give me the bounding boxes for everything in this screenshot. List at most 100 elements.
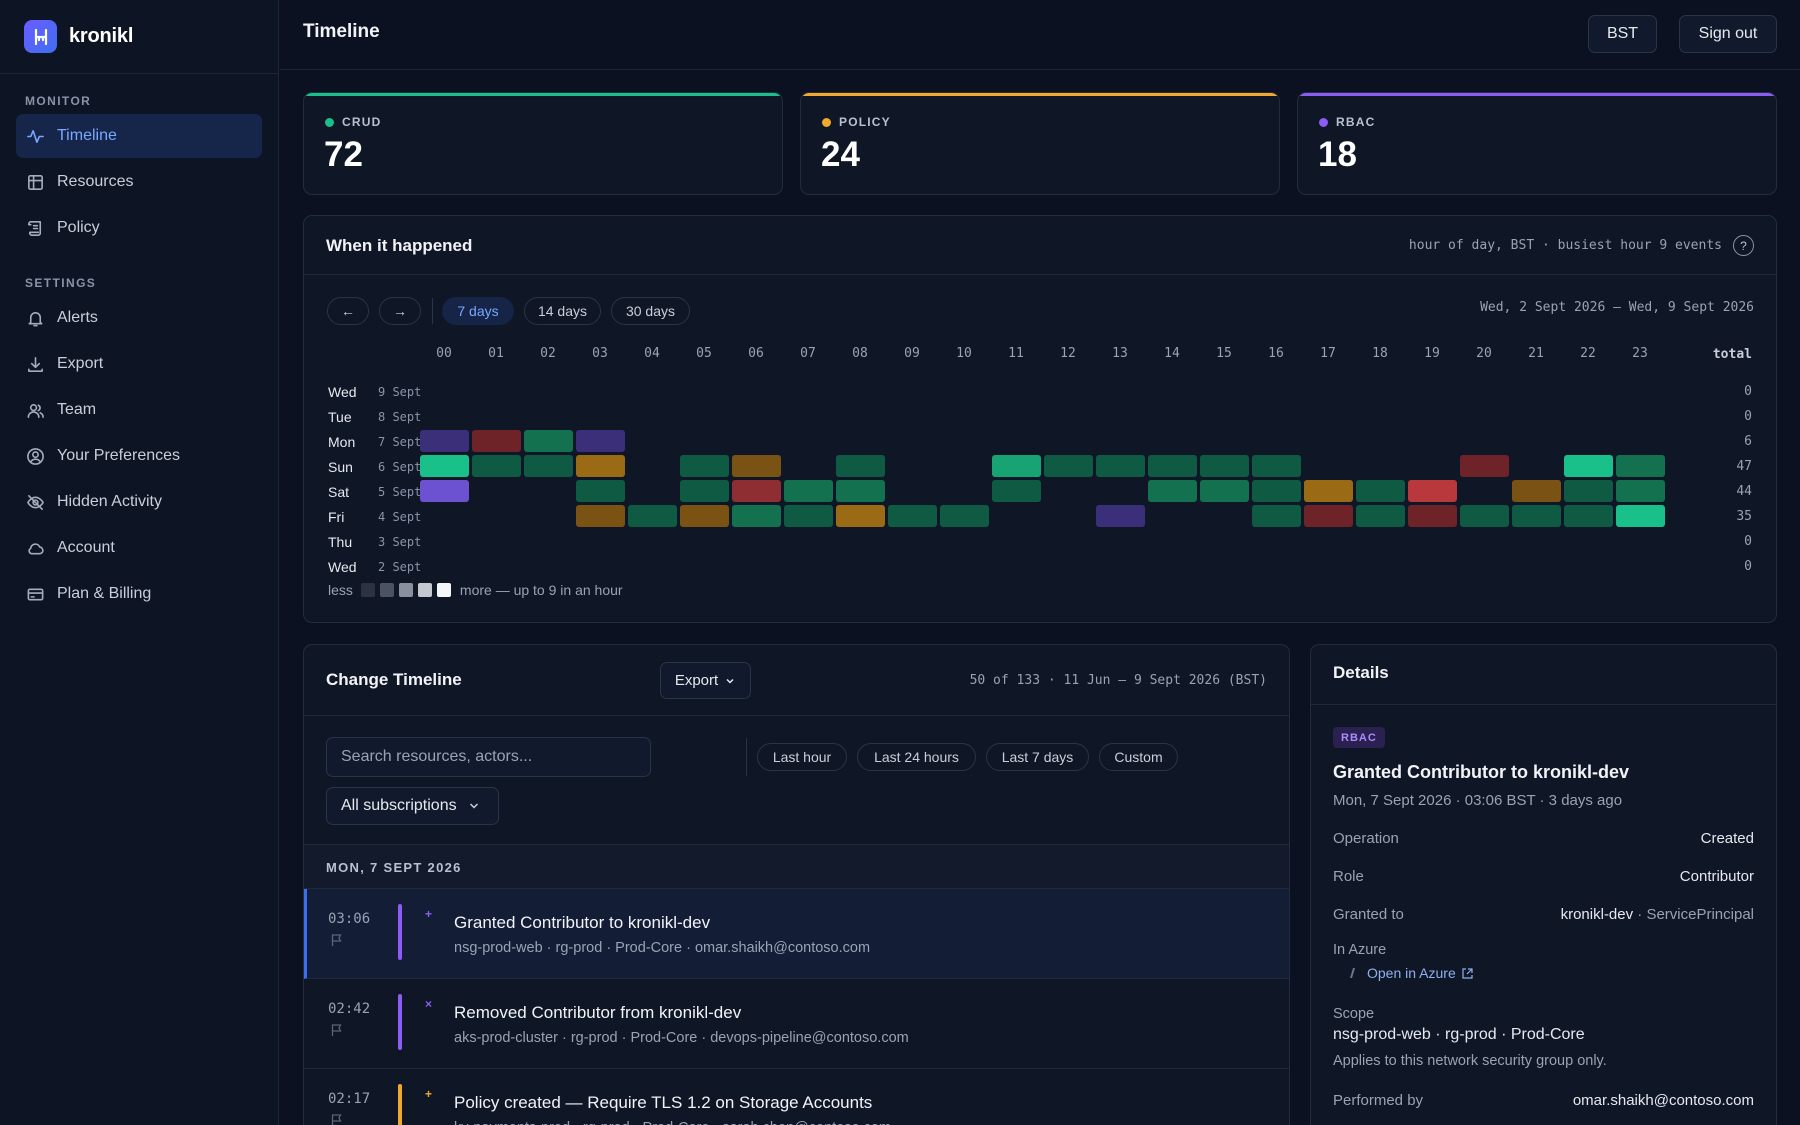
heatmap-cell[interactable] <box>1148 455 1197 477</box>
heatmap-cell[interactable] <box>888 505 937 527</box>
granted-principal-type: · ServicePrincipal <box>1633 905 1754 923</box>
event-title: Policy created — Require TLS 1.2 on Stor… <box>454 1093 873 1112</box>
heatmap-cell[interactable] <box>680 480 729 502</box>
subscription-select[interactable]: All subscriptions <box>326 787 499 825</box>
heatmap-cell[interactable] <box>1096 505 1145 527</box>
sidebar-item-timeline[interactable]: Timeline <box>16 114 262 158</box>
flag-icon[interactable] <box>330 1023 344 1041</box>
heatmap-cell[interactable] <box>1148 480 1197 502</box>
heatmap-cell[interactable] <box>1304 480 1353 502</box>
heatmap-cell[interactable] <box>1512 505 1561 527</box>
heatmap-cell[interactable] <box>472 430 521 452</box>
search-input[interactable] <box>326 737 651 777</box>
heatmap-cell[interactable] <box>1564 505 1613 527</box>
heatmap-cell[interactable] <box>732 505 781 527</box>
sidebar-item-export[interactable]: Export <box>16 342 262 386</box>
heatmap-cell[interactable] <box>784 505 833 527</box>
stat-card-rbac[interactable]: RBAC 18 <box>1297 92 1777 195</box>
heatmap-cell[interactable] <box>836 480 885 502</box>
sidebar-item-account[interactable]: Account <box>16 526 262 570</box>
range-14-days[interactable]: 14 days <box>524 297 601 325</box>
heatmap-cell[interactable] <box>1200 480 1249 502</box>
heatmap-cell[interactable] <box>628 505 677 527</box>
heatmap-cell[interactable] <box>992 480 1041 502</box>
heatmap-cell[interactable] <box>1200 455 1249 477</box>
legend-more-label: more — up to 9 in an hour <box>459 582 623 598</box>
heatmap-cell[interactable] <box>420 455 469 477</box>
range-7-days[interactable]: 7 days <box>442 297 514 325</box>
heatmap-cell[interactable] <box>940 505 989 527</box>
stat-card-policy[interactable]: POLICY 24 <box>800 92 1280 195</box>
sidebar-item-preferences[interactable]: Your Preferences <box>16 434 262 478</box>
heatmap-cell[interactable] <box>576 430 625 452</box>
sidebar-item-alerts[interactable]: Alerts <box>16 296 262 340</box>
sidebar-item-team[interactable]: Team <box>16 388 262 432</box>
heatmap-row-label: Wed 9 Sept <box>328 379 421 404</box>
heatmap-cell[interactable] <box>1616 505 1665 527</box>
heatmap-cell[interactable] <box>680 505 729 527</box>
sidebar-item-resources[interactable]: Resources <box>16 160 262 204</box>
export-dropdown-button[interactable]: Export <box>660 662 751 699</box>
heatmap-cell[interactable] <box>524 455 573 477</box>
brand[interactable]: kronikl <box>0 0 278 74</box>
filter-custom[interactable]: Custom <box>1099 743 1178 771</box>
next-period-button[interactable]: → <box>379 297 421 325</box>
heatmap-cell[interactable] <box>472 455 521 477</box>
heatmap-cell[interactable] <box>1564 455 1613 477</box>
filter-last-24-hours[interactable]: Last 24 hours <box>857 743 976 771</box>
heatmap-cell[interactable] <box>1252 505 1301 527</box>
heatmap-cell[interactable] <box>1252 455 1301 477</box>
flag-icon[interactable] <box>330 933 344 951</box>
heatmap-cell[interactable] <box>1564 480 1613 502</box>
heatmap-cell[interactable] <box>732 480 781 502</box>
heatmap-cell[interactable] <box>836 455 885 477</box>
help-icon[interactable]: ? <box>1733 235 1754 256</box>
hour-label: 01 <box>488 346 504 361</box>
heatmap-cell[interactable] <box>1408 505 1457 527</box>
stat-accent-bar <box>1298 93 1776 96</box>
filter-last-hour[interactable]: Last hour <box>757 743 847 771</box>
heatmap-cell[interactable] <box>1304 505 1353 527</box>
heatmap-cell[interactable] <box>524 430 573 452</box>
sidebar-item-plan-billing[interactable]: Plan & Billing <box>16 572 262 616</box>
timeline-event-row[interactable]: 02:42 × Removed Contributor from kronikl-d… <box>304 979 1289 1069</box>
heatmap-cell[interactable] <box>1512 480 1561 502</box>
flag-icon[interactable] <box>330 1113 344 1125</box>
prev-period-button[interactable]: ← <box>327 297 369 325</box>
row-date: 2 Sept <box>378 559 422 574</box>
row-day: Tue <box>328 408 352 425</box>
heatmap-cell[interactable] <box>680 455 729 477</box>
heatmap-cell[interactable] <box>992 455 1041 477</box>
timeline-event-row[interactable]: 03:06 + Granted Contributor to kronikl-dev… <box>304 889 1289 979</box>
heatmap-cell[interactable] <box>1616 480 1665 502</box>
sidebar-item-hidden-activity[interactable]: Hidden Activity <box>16 480 262 524</box>
filter-last-7-days[interactable]: Last 7 days <box>986 743 1089 771</box>
sidebar-item-policy[interactable]: Policy <box>16 206 262 250</box>
open-in-azure-link[interactable]: Open in Azure <box>1347 965 1474 981</box>
heatmap-cell[interactable] <box>576 505 625 527</box>
heatmap-cell[interactable] <box>1356 505 1405 527</box>
heatmap-cell[interactable] <box>576 480 625 502</box>
heatmap-cell[interactable] <box>1460 505 1509 527</box>
stat-label-row: CRUD <box>325 115 381 129</box>
heatmap-cell[interactable] <box>1616 455 1665 477</box>
heatmap-cell[interactable] <box>732 455 781 477</box>
timezone-button[interactable]: BST <box>1588 15 1657 53</box>
sign-out-button[interactable]: Sign out <box>1679 15 1777 53</box>
heatmap-cell[interactable] <box>1356 480 1405 502</box>
heatmap-cell[interactable] <box>1096 455 1145 477</box>
stat-card-crud[interactable]: CRUD 72 <box>303 92 783 195</box>
heatmap-cell[interactable] <box>420 430 469 452</box>
heatmap-cell[interactable] <box>836 505 885 527</box>
row-total: 6 <box>1744 434 1752 449</box>
heatmap-cell[interactable] <box>784 480 833 502</box>
heatmap-cell[interactable] <box>1408 480 1457 502</box>
heatmap-cell[interactable] <box>576 455 625 477</box>
heatmap-cell[interactable] <box>1460 455 1509 477</box>
heatmap-cell[interactable] <box>420 480 469 502</box>
timeline-event-row[interactable]: 02:17 + Policy created — Require TLS 1.2 o… <box>304 1069 1289 1125</box>
heatmap-cell[interactable] <box>1252 480 1301 502</box>
heatmap-cell[interactable] <box>1044 455 1093 477</box>
heatmap-date-range: Wed, 2 Sept 2026 – Wed, 9 Sept 2026 <box>1480 300 1754 315</box>
range-30-days[interactable]: 30 days <box>611 297 690 325</box>
